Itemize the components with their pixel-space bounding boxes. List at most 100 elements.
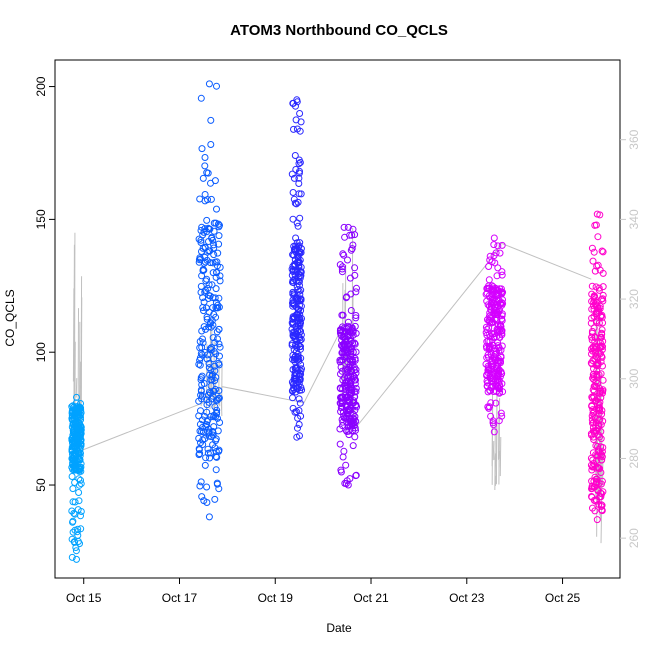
data-point [209, 321, 217, 329]
data-point [295, 156, 303, 164]
data-point [497, 409, 505, 417]
data-point [292, 242, 300, 250]
data-point [493, 309, 501, 317]
data-point [589, 427, 597, 435]
data-point [592, 480, 600, 488]
data-point [350, 363, 358, 371]
data-point [76, 540, 83, 548]
data-point [198, 381, 206, 389]
data-point [487, 384, 495, 391]
data-point [348, 420, 356, 428]
data-point [210, 413, 218, 421]
data-point [594, 233, 602, 241]
data-point [595, 500, 603, 508]
data-point [213, 82, 220, 90]
data-point [588, 336, 596, 344]
data-point [290, 174, 298, 182]
data-point [486, 344, 494, 352]
data-point [77, 476, 84, 484]
y2-tick-label: 280 [627, 448, 641, 468]
data-point [209, 236, 217, 244]
data-point [203, 401, 211, 409]
x-axis-label: Date [326, 621, 352, 635]
data-point [208, 372, 216, 380]
data-point [351, 413, 359, 421]
data-point [76, 466, 84, 474]
data-point [592, 352, 600, 360]
data-point [338, 268, 346, 276]
data-point [214, 335, 221, 343]
data-point [215, 387, 223, 395]
data-point [337, 394, 344, 401]
data-point [599, 297, 607, 305]
data-point [349, 427, 357, 435]
data-point [196, 482, 204, 490]
data-point [296, 167, 303, 175]
data-point [595, 319, 603, 327]
data-point [498, 241, 506, 249]
data-point [215, 485, 223, 493]
data-point [197, 94, 205, 102]
data-point [599, 283, 607, 291]
data-point [488, 319, 496, 327]
y2-tick-label: 360 [627, 129, 641, 149]
data-point [209, 334, 217, 342]
data-point [495, 297, 503, 305]
data-point [487, 315, 495, 323]
data-point [290, 279, 297, 287]
data-point [201, 162, 209, 170]
data-point [205, 360, 213, 367]
data-point [498, 271, 506, 279]
data-point [337, 363, 345, 371]
data-point [197, 374, 205, 382]
data-point [210, 227, 218, 235]
data-point [211, 177, 219, 185]
data-point [288, 265, 296, 273]
data-point [74, 424, 82, 431]
data-point [590, 298, 598, 306]
data-point [588, 466, 596, 474]
data-point [596, 433, 604, 441]
data-point [199, 174, 207, 182]
data-point [288, 170, 296, 178]
data-point [199, 441, 207, 448]
data-point [204, 449, 212, 457]
data-point [340, 447, 348, 455]
data-point [214, 301, 222, 309]
data-point [203, 275, 211, 283]
data-point [291, 290, 298, 298]
data-point [589, 371, 597, 379]
data-point [68, 473, 76, 480]
data-point [198, 372, 206, 380]
data-point [495, 417, 503, 425]
data-point [295, 355, 303, 363]
data-point [199, 436, 207, 444]
data-point [294, 305, 302, 313]
data-point [295, 174, 303, 182]
data-point [71, 526, 79, 534]
data-point [498, 342, 506, 350]
data-point [69, 456, 77, 464]
data-point [594, 463, 602, 471]
data-point [342, 338, 350, 346]
data-point [211, 294, 219, 302]
data-point [294, 243, 302, 251]
data-point [591, 473, 599, 481]
data-point [485, 276, 493, 284]
data-point [588, 333, 596, 341]
data-point [344, 481, 352, 489]
data-point [71, 479, 79, 486]
data-point [493, 272, 501, 280]
data-point [588, 402, 596, 410]
data-point [216, 352, 223, 360]
data-point [588, 485, 595, 493]
data-point [598, 247, 606, 255]
data-point [596, 389, 604, 397]
data-point [206, 388, 213, 396]
data-point [596, 305, 604, 312]
data-point [588, 244, 596, 252]
data-point [592, 419, 600, 427]
data-point [490, 428, 498, 436]
data-point [201, 154, 209, 161]
